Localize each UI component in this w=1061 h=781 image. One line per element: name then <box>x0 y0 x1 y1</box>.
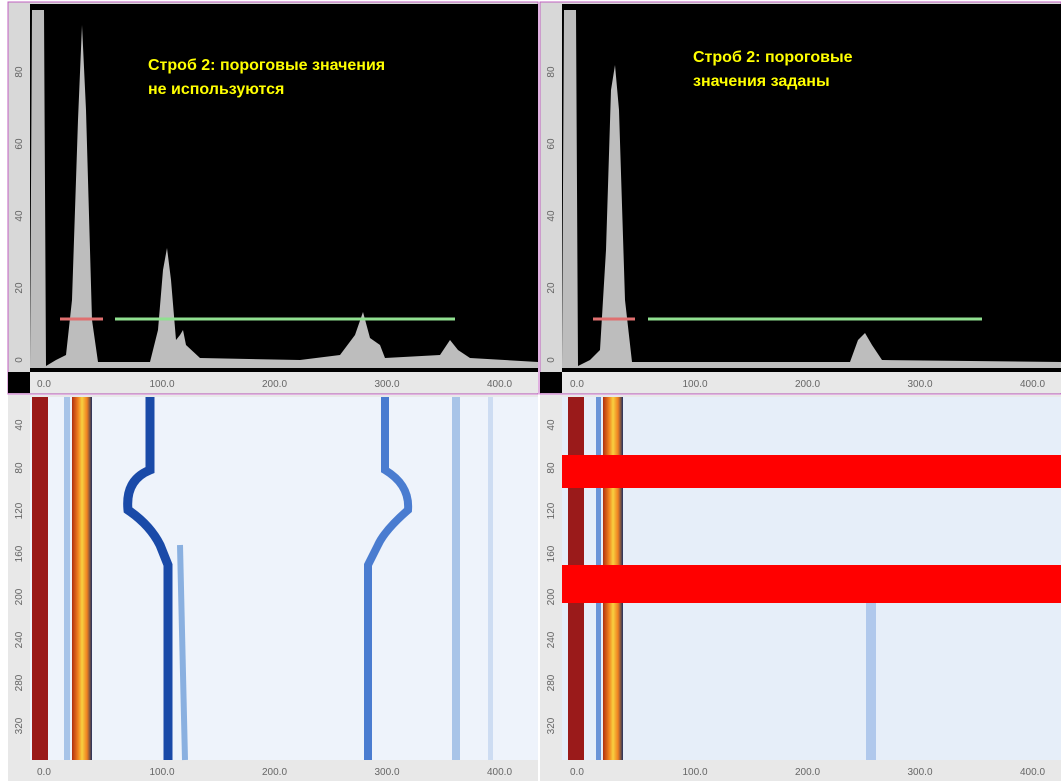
threshold-band <box>562 455 1061 488</box>
y-tick-label: 120 <box>14 502 25 519</box>
x-tick-label: 300.0 <box>375 767 400 778</box>
x-tick-label: 100.0 <box>150 379 175 390</box>
x-tick-label: 400.0 <box>487 767 512 778</box>
corner <box>8 372 30 393</box>
left-panel <box>8 2 538 781</box>
screenshot: Строб 2: пороговые значения не используют… <box>0 0 1061 781</box>
y-tick-label: 60 <box>14 138 25 150</box>
cscan-strip <box>72 397 92 760</box>
y-tick-label: 240 <box>546 631 557 648</box>
y-tick-label: 40 <box>14 419 25 431</box>
x-tick-label: 100.0 <box>683 767 708 778</box>
y-tick-label: 80 <box>546 66 557 78</box>
annotation: Строб 2: пороговые значения <box>148 57 385 74</box>
cscan-area <box>30 397 538 760</box>
corner <box>540 372 562 393</box>
y-tick-label: 40 <box>546 419 557 431</box>
y-tick-label: 160 <box>546 545 557 562</box>
y-tick-label: 200 <box>546 588 557 605</box>
x-tick-label: 200.0 <box>795 379 820 390</box>
cscan-strip <box>64 397 70 760</box>
y-tick-label: 320 <box>546 717 557 734</box>
y-tick-label: 200 <box>14 588 25 605</box>
y-tick-label: 80 <box>14 66 25 78</box>
x-tick-label: 300.0 <box>375 379 400 390</box>
cscan-echo <box>866 600 876 760</box>
x-tick-label: 200.0 <box>795 767 820 778</box>
y-tick-label: 60 <box>546 138 557 150</box>
y-tick-label: 40 <box>546 210 557 222</box>
y-tick-label: 40 <box>14 210 25 222</box>
y-tick-label: 320 <box>14 717 25 734</box>
annotation: не используются <box>148 81 284 98</box>
y-tick-label: 0 <box>546 357 557 363</box>
y-tick-label: 280 <box>14 674 25 691</box>
x-tick-label: 0.0 <box>570 379 584 390</box>
right-panel <box>540 2 1061 781</box>
x-tick-label: 400.0 <box>1020 767 1045 778</box>
x-tick-label: 100.0 <box>683 379 708 390</box>
y-tick-label: 0 <box>14 357 25 363</box>
x-tick-label: 0.0 <box>570 767 584 778</box>
cscan-strip <box>32 397 48 760</box>
y-tick-label: 20 <box>546 282 557 294</box>
x-tick-label: 300.0 <box>908 767 933 778</box>
y-tick-label: 160 <box>14 545 25 562</box>
x-tick-label: 0.0 <box>37 379 51 390</box>
annotation: значения заданы <box>693 73 830 90</box>
x-tick-label: 200.0 <box>262 767 287 778</box>
y-tick-label: 280 <box>546 674 557 691</box>
y-tick-label: 80 <box>546 462 557 474</box>
x-tick-label: 0.0 <box>37 767 51 778</box>
y-tick-label: 240 <box>14 631 25 648</box>
y-tick-label: 120 <box>546 502 557 519</box>
cscan-strip <box>452 397 460 760</box>
threshold-band <box>562 565 1061 603</box>
cscan-strip <box>488 397 493 760</box>
y-tick-label: 20 <box>14 282 25 294</box>
x-tick-label: 400.0 <box>1020 379 1045 390</box>
x-tick-label: 300.0 <box>908 379 933 390</box>
y-tick-label: 80 <box>14 462 25 474</box>
x-tick-label: 100.0 <box>150 767 175 778</box>
x-tick-label: 400.0 <box>487 379 512 390</box>
x-tick-label: 200.0 <box>262 379 287 390</box>
annotation: Строб 2: пороговые <box>693 49 853 66</box>
